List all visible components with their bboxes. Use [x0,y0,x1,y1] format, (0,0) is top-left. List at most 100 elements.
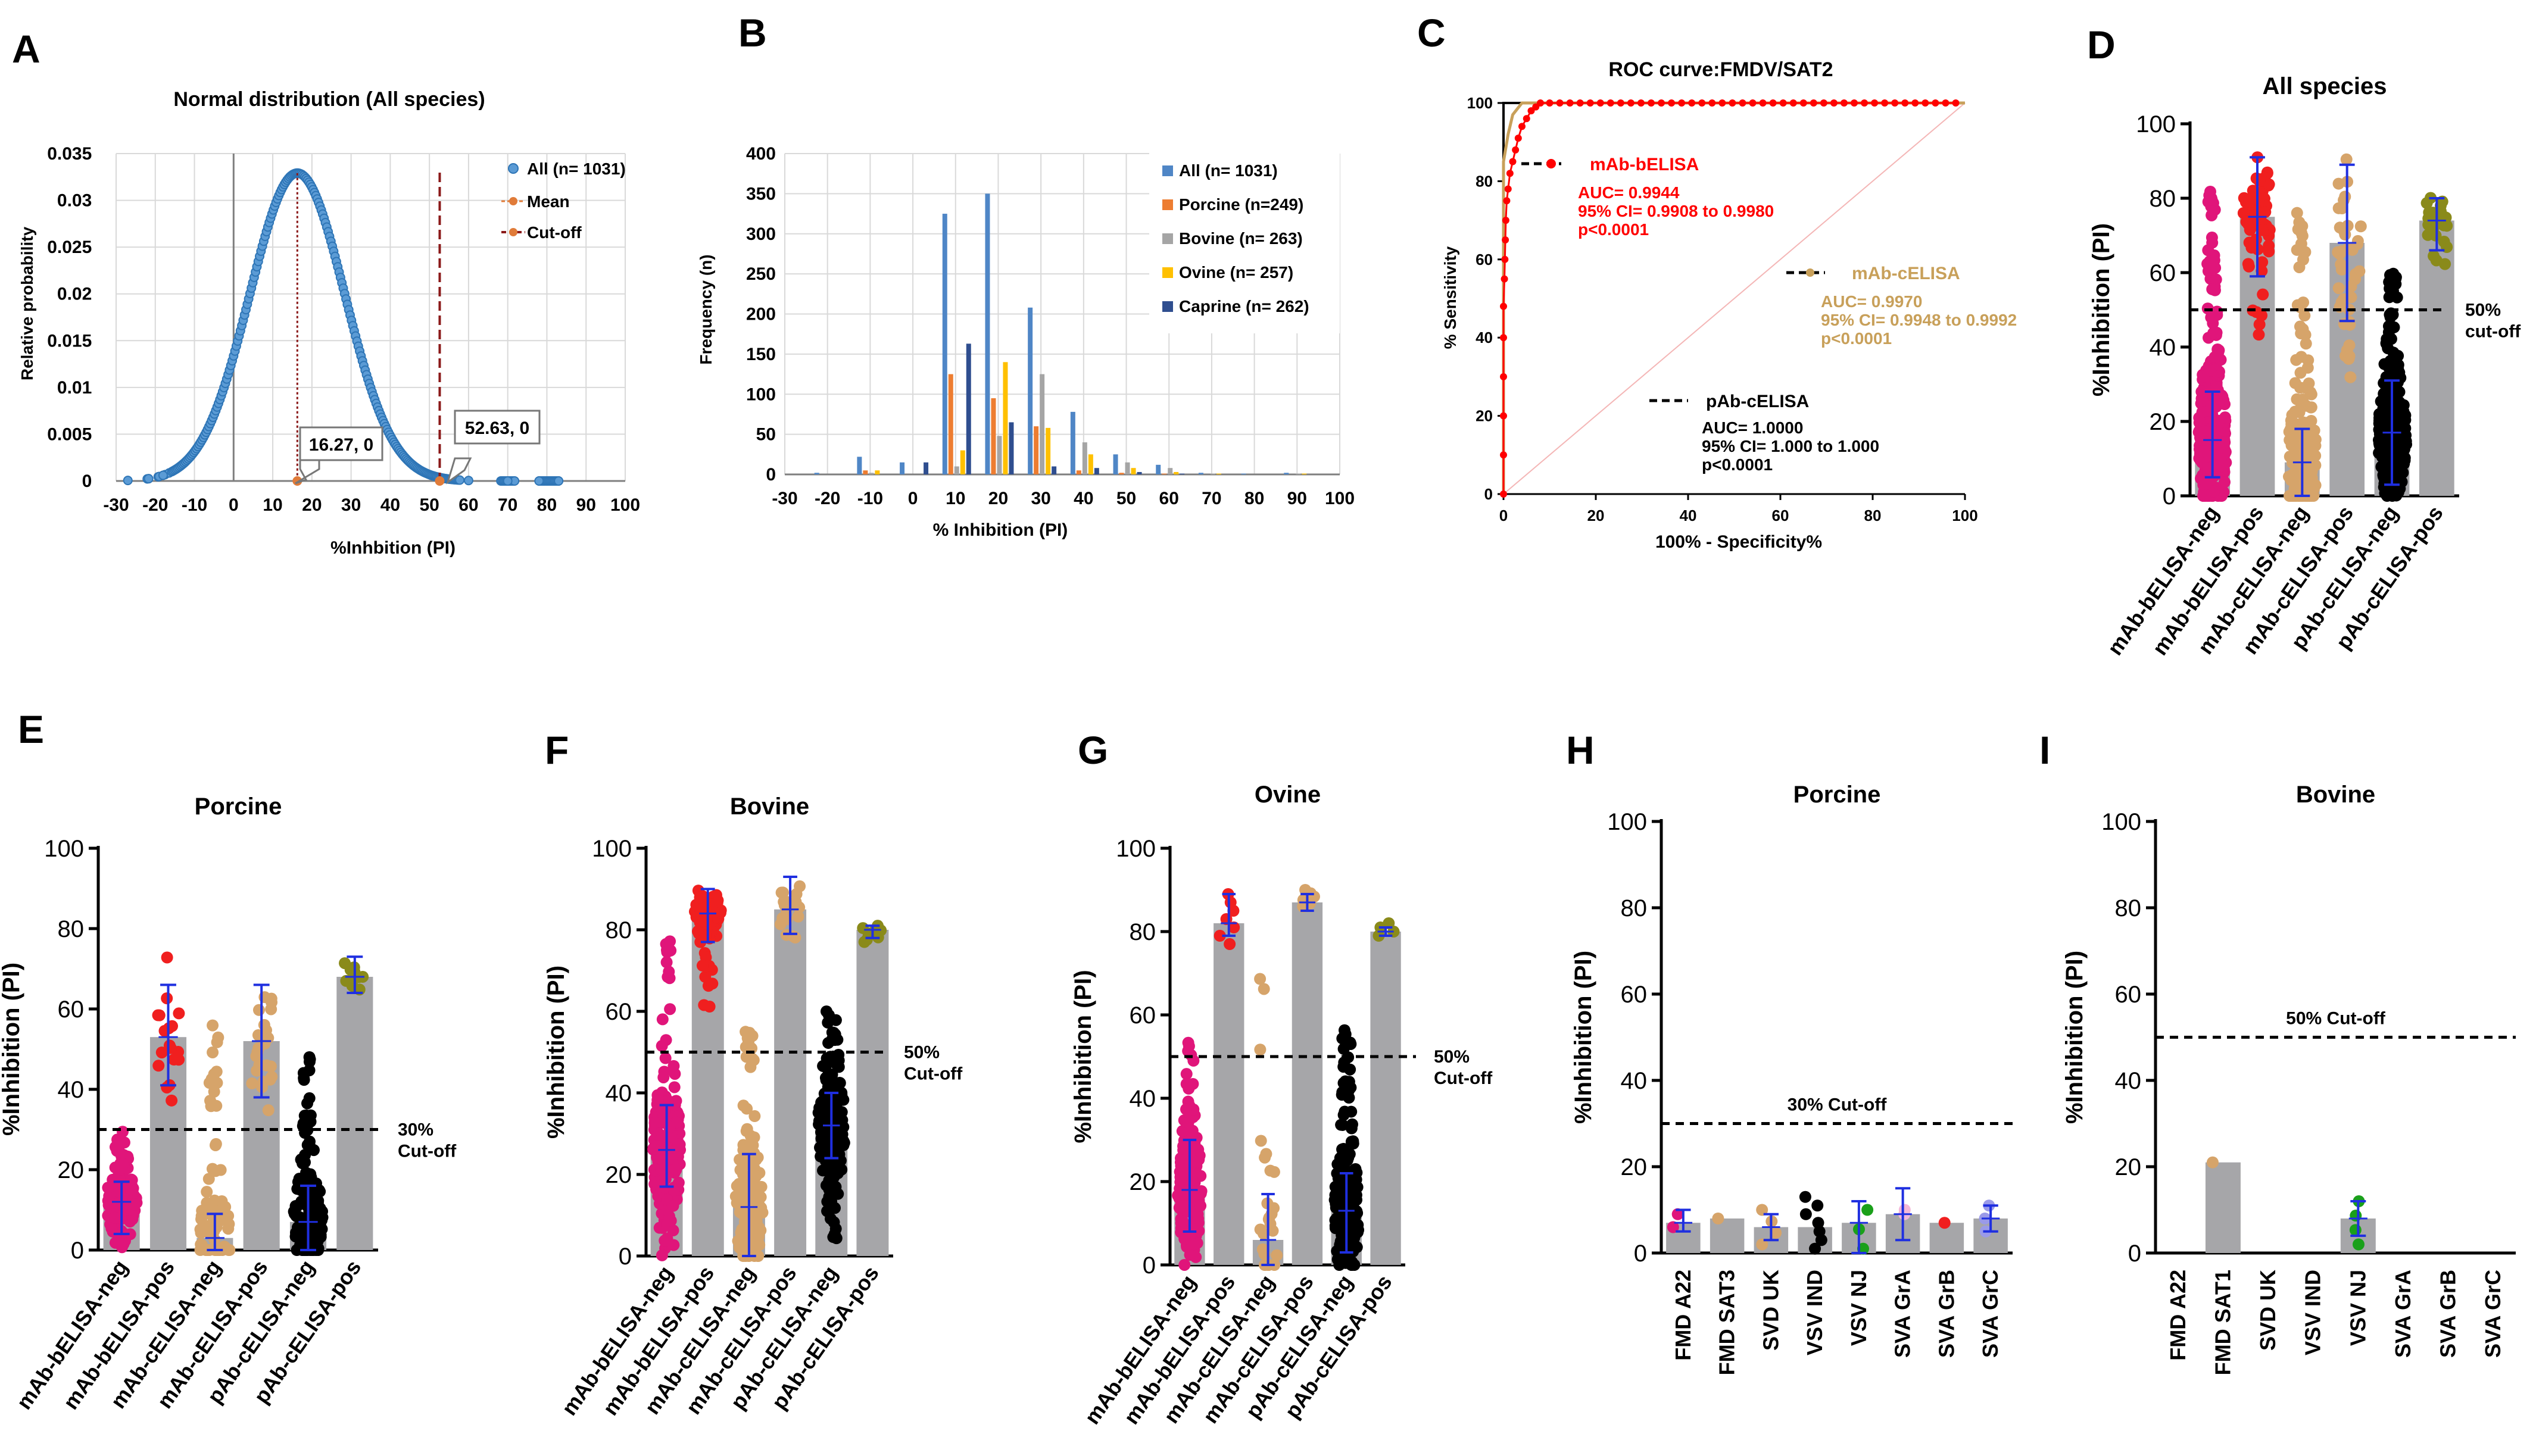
x-tick-label: 40 [1680,507,1697,524]
histogram-bar [997,436,1002,474]
x-tick-label: 100 [1325,489,1355,508]
data-point [754,1224,766,1236]
data-point [347,980,358,992]
x-tick-label: 0 [229,495,239,515]
chart-title: Bovine [2296,782,2375,808]
data-point [2294,367,2306,379]
chart-title: Ovine [1255,782,1321,808]
data-point [2339,229,2351,240]
data-point [822,1070,834,1082]
y-tick-label: 40 [2150,335,2176,361]
data-point [1187,1078,1199,1090]
data-point [310,1208,322,1220]
data-point [1348,1190,1360,1202]
y-tick-label: 350 [746,184,776,204]
data-point [664,1003,676,1015]
data-point [2206,283,2218,295]
legend-label-cutoff: Cut-off [527,223,582,242]
y-tick-label: 0.015 [47,331,92,351]
data-point [656,1040,668,1052]
roc-point-mab-b [1942,99,1949,107]
distribution-point [456,476,464,485]
data-point [311,1198,323,1210]
data-point [1255,1223,1267,1235]
roc-point-mab-b [1881,99,1888,107]
histogram-bar [875,470,879,474]
data-point [1350,1174,1362,1186]
roc-point-mab-b [1922,99,1929,107]
data-point [2392,462,2404,474]
data-point [339,957,351,969]
roc-point-mab-b [1729,99,1736,107]
y-axis-label: %Inhibition (PI) [1570,951,1596,1124]
callout-cutoff-text: 52.63, 0 [465,418,529,438]
data-point [1345,1038,1356,1050]
y-axis-label: %Inhibition (PI) [2088,223,2114,396]
x-tick-label: 80 [1864,507,1882,524]
data-point [828,1027,840,1039]
x-tick-label: 60 [1159,489,1179,508]
data-point [1268,1202,1280,1214]
roc-point-mab-b [1820,99,1827,107]
category-label: VSV IND [1802,1270,1827,1355]
data-point [2206,232,2218,243]
y-tick-label: 100 [2136,111,2176,138]
data-point [2295,401,2307,413]
data-point [1339,1177,1350,1189]
x-tick-label: 50 [419,495,439,515]
data-point [2215,453,2227,465]
panel-label-g: G [1078,728,1108,772]
category-label: VSV IND [2301,1270,2325,1355]
distribution-point [554,477,563,485]
data-point [211,1036,223,1048]
data-point [114,1186,126,1198]
y-tick-label: 40 [1621,1068,1648,1094]
data-point [2423,207,2435,218]
cutoff-label: Cut-off [904,1064,963,1084]
distribution-point [464,476,473,485]
category-label: VSV NJ [1846,1270,1871,1346]
y-tick-label: 20 [2115,1154,2142,1180]
category-label: FMD SAT3 [1715,1270,1739,1375]
data-point [2290,354,2302,366]
x-axis-label-c: 100% - Specificity% [1655,532,1822,552]
y-axis-label-c: % Sensitivity [1441,246,1459,349]
data-point [1259,1152,1271,1164]
category-label: FMD A22 [1671,1270,1695,1361]
roc-point-mab-b [1780,99,1787,107]
legend-label: Porcine (n=249) [1179,195,1303,214]
histogram-bar [1094,468,1099,474]
data-point [2253,175,2265,187]
data-point [295,1154,307,1166]
data-point [1337,1077,1349,1089]
histogram-bar [815,473,819,474]
data-point [2202,244,2214,256]
data-point [2298,310,2310,321]
data-point [2210,379,2222,391]
data-point [2384,291,2395,303]
data-point [253,1059,265,1071]
x-tick-label: -30 [103,495,129,515]
y-tick-label: 50 [756,425,776,445]
y-tick-label: 20 [1476,407,1493,425]
data-point [2306,464,2317,476]
data-point [2253,329,2264,340]
data-point [1338,1057,1350,1068]
category-label: SVD UK [1758,1270,1783,1351]
histogram-bar [991,398,996,474]
data-point [2308,432,2320,444]
y-axis-label-a: Relative probability [18,226,36,380]
roc-point-mab-b [1500,413,1507,420]
legend-marker-mab-c [1806,268,1814,277]
category-label: SVA GrC [2481,1270,2505,1358]
y-tick-label: 100 [592,836,632,862]
cutoff-label: Cut-off [1434,1068,1493,1088]
histogram-bar [1131,468,1136,474]
data-point [173,1007,185,1019]
roc-point-mab-b [1502,217,1509,224]
cutoff-label: 50% [2465,301,2501,320]
roc-point-mab-b [1500,303,1507,310]
data-point [1189,1238,1201,1250]
callout-mean-text: 16.27, 0 [309,435,373,455]
data-point [252,1042,264,1054]
